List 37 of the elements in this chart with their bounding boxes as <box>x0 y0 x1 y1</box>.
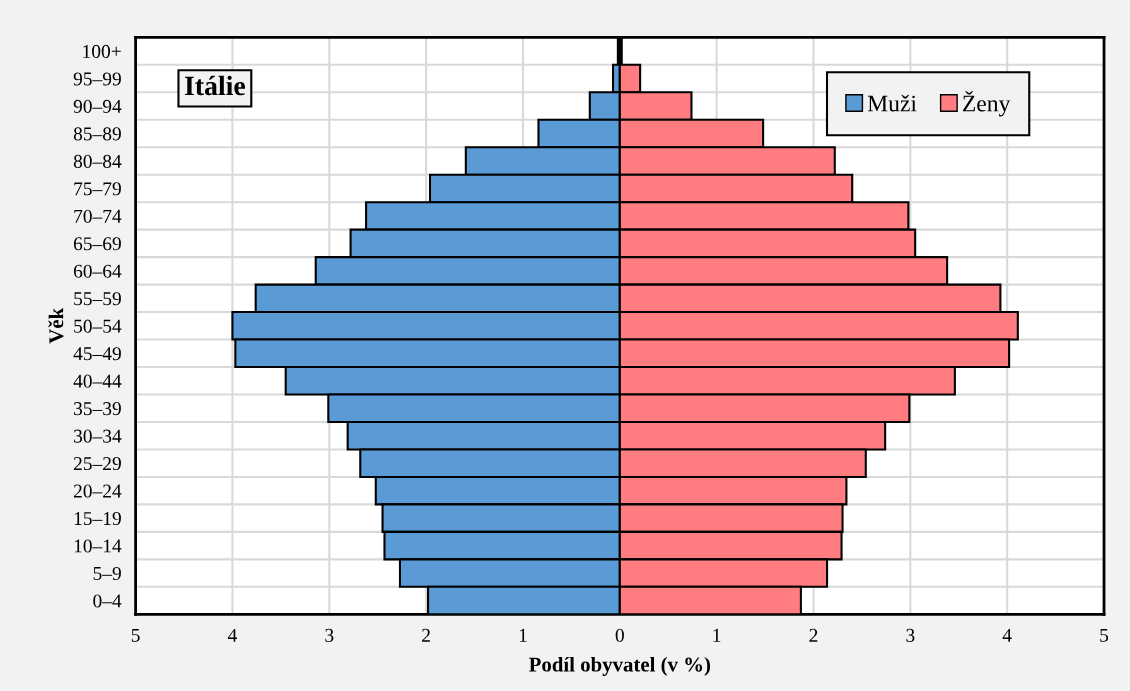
x-tick-label: 1 <box>519 628 527 642</box>
x-tick-label: 2 <box>809 628 818 642</box>
x-tick-label: 5 <box>1100 628 1109 642</box>
y-tick-label: 40–44 <box>73 374 122 388</box>
y-tick-label: 75–79 <box>74 182 121 196</box>
x-tick-label: 3 <box>906 628 915 642</box>
y-axis-title: Věk <box>48 307 64 344</box>
y-tick-label: 30–34 <box>74 429 122 443</box>
x-tick-label: 0 <box>615 628 624 642</box>
x-tick-label: 1 <box>713 628 721 642</box>
y-tick-label: 80–84 <box>73 154 122 168</box>
y-tick-label: 50–54 <box>74 319 122 333</box>
y-tick-label: 90–94 <box>73 99 122 113</box>
y-tick-label: 35–39 <box>74 402 121 416</box>
legend-label: Ženy <box>962 91 1011 117</box>
y-tick-label: 60–64 <box>73 264 122 278</box>
y-tick-label: 25–29 <box>73 457 121 471</box>
annotation: Itálie <box>184 75 246 96</box>
y-tick-label: 70–74 <box>74 209 122 223</box>
y-tick-label: 0–4 <box>93 594 122 608</box>
x-axis-title: Podíl obyvatel (v %) <box>529 656 711 676</box>
x-tick-label: 4 <box>1002 628 1012 642</box>
y-tick-label: 20–24 <box>73 484 122 498</box>
y-tick-label: 15–19 <box>74 512 121 526</box>
y-tick-label: 85–89 <box>73 127 121 141</box>
x-tick-label: 5 <box>131 628 140 642</box>
y-tick-label: 65–69 <box>73 237 121 251</box>
y-tick-label: 55–59 <box>74 292 121 306</box>
y-tick-label: 5–9 <box>93 566 121 581</box>
legend-label: Muži <box>867 94 917 112</box>
y-tick-label: 95–99 <box>73 72 121 86</box>
x-tick-label: 3 <box>325 628 334 642</box>
y-tick-label: 10–14 <box>74 539 122 553</box>
x-tick-label: 2 <box>422 628 430 642</box>
x-tick-label: 4 <box>227 628 237 642</box>
y-tick-label: 100+ <box>83 44 121 58</box>
y-tick-label: 45–49 <box>73 347 121 361</box>
